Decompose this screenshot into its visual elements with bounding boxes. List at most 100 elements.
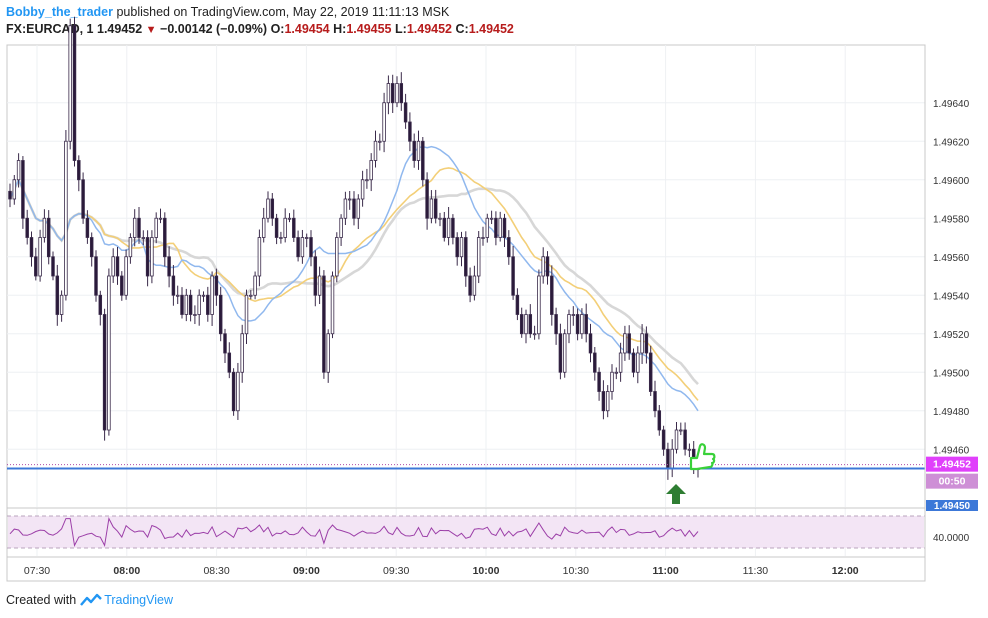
candle-body xyxy=(605,391,610,412)
support-tag-label: 1.49450 xyxy=(934,501,971,512)
candle-body xyxy=(227,352,232,373)
candle-body xyxy=(386,83,391,104)
candle-body xyxy=(627,333,631,354)
candle-body xyxy=(270,198,275,219)
candle-body xyxy=(584,314,588,335)
candle-body xyxy=(12,179,17,200)
rsi-level-label: 40.0000 xyxy=(933,533,970,544)
candle-body xyxy=(201,294,206,297)
candle-body xyxy=(197,294,201,315)
candle-body xyxy=(343,198,348,219)
price-change: −0.00142 (−0.09%) xyxy=(160,22,268,36)
candle-body xyxy=(601,391,606,412)
candle-body xyxy=(175,294,180,297)
rsi-band xyxy=(8,516,924,548)
candle-body xyxy=(55,275,60,315)
candle-body xyxy=(425,179,429,219)
candle-body xyxy=(180,294,184,315)
candle-body xyxy=(421,140,425,181)
candle-body xyxy=(408,121,412,142)
candle-body xyxy=(554,314,558,335)
candle-body xyxy=(502,217,507,238)
ma-slow-line xyxy=(8,176,699,385)
candle-body xyxy=(674,429,679,450)
ma-fast-line xyxy=(9,145,699,412)
candle-body xyxy=(317,275,322,296)
candle-body xyxy=(511,256,515,296)
candle-body xyxy=(390,83,395,104)
candle-body xyxy=(292,217,296,238)
countdown-tag-label: 00:50 xyxy=(939,476,966,488)
candle-body xyxy=(163,217,167,258)
candle-body xyxy=(16,160,21,181)
published-text: published on TradingView.com, May 22, 20… xyxy=(116,5,450,19)
time-tick-label: 09:00 xyxy=(293,565,320,577)
candle-body xyxy=(85,217,90,238)
candle-body xyxy=(416,140,421,161)
price-tick-label: 1.49620 xyxy=(933,137,970,148)
time-tick-label: 09:30 xyxy=(383,565,409,577)
candle-body xyxy=(442,217,447,238)
candle-body xyxy=(438,217,442,220)
candle-body xyxy=(274,217,279,238)
candle-body xyxy=(236,371,240,412)
price-lines xyxy=(7,464,925,470)
high-value: 1.49455 xyxy=(346,22,392,36)
price-tick-label: 1.49460 xyxy=(933,445,970,456)
candle-body xyxy=(188,294,193,315)
candle-body xyxy=(550,275,554,315)
candle-body xyxy=(455,237,459,258)
candle-body xyxy=(481,237,485,239)
candle-body xyxy=(77,160,81,181)
candle-body xyxy=(141,237,146,239)
time-tick-label: 11:30 xyxy=(743,565,769,577)
candle-body xyxy=(610,371,614,392)
candle-body xyxy=(244,294,249,335)
candle-body xyxy=(687,448,692,451)
candle-body xyxy=(519,314,524,335)
annotations xyxy=(666,443,716,504)
brand-link[interactable]: TradingView xyxy=(104,593,173,607)
candle-body xyxy=(403,102,408,123)
candle-body xyxy=(464,237,468,277)
rsi-line xyxy=(9,517,699,547)
candle-body xyxy=(283,217,287,238)
grid xyxy=(7,45,925,556)
last-price-tag-label: 1.49452 xyxy=(933,459,971,471)
candle-body xyxy=(644,333,649,354)
price-tick-label: 1.49500 xyxy=(933,368,970,379)
symbol-info: FX:EURCAD, 1 1.49452 ▼ −0.00142 (−0.09%)… xyxy=(6,22,514,36)
thumbs-up-icon xyxy=(689,443,716,471)
candle-body xyxy=(395,83,399,104)
candle-body xyxy=(59,294,64,315)
candle-body xyxy=(8,190,12,200)
candle-body xyxy=(279,237,283,239)
close-label: C: xyxy=(455,22,469,36)
candle-body xyxy=(218,294,223,335)
candle-body xyxy=(618,352,623,373)
candle-body xyxy=(485,217,490,238)
candle-body xyxy=(399,83,404,104)
candle-body xyxy=(326,333,330,373)
candle-body xyxy=(524,314,528,335)
candle-body xyxy=(378,140,382,143)
candle-body xyxy=(575,314,580,335)
support-tag xyxy=(926,500,978,511)
down-triangle-icon: ▼ xyxy=(145,24,157,36)
candle-body xyxy=(257,237,262,277)
candle-body xyxy=(309,237,313,258)
price-tick-label: 1.49600 xyxy=(933,176,970,187)
author-name[interactable]: Bobby_the_trader xyxy=(6,5,113,19)
candle-body xyxy=(648,352,653,392)
moving-averages xyxy=(8,145,699,412)
candle-body xyxy=(360,179,365,200)
price-tick-label: 1.49580 xyxy=(933,214,970,225)
candle-body xyxy=(498,217,502,238)
candle-body xyxy=(128,237,133,258)
candle-body xyxy=(158,217,163,220)
candle-body xyxy=(111,256,115,277)
candle-body xyxy=(98,294,103,315)
candle-body xyxy=(683,429,687,450)
price-tick-label: 1.49540 xyxy=(933,291,970,302)
